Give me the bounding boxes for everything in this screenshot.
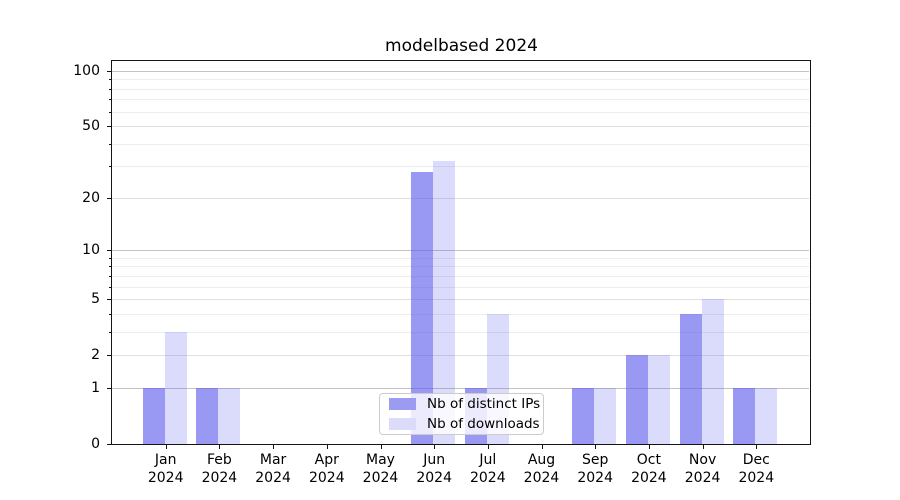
bar-downloads-jan <box>164 331 187 444</box>
gridline-y-100 <box>112 70 809 72</box>
legend-swatch-distinct-ips <box>389 398 416 411</box>
gridline-y-8 <box>112 266 809 268</box>
xtick-label-aug: Aug 2024 <box>523 452 560 486</box>
bar-ips-nov <box>679 313 702 444</box>
gridline-y-7 <box>112 275 809 277</box>
xtick-mark-dec <box>756 445 758 449</box>
bar-ips-jun <box>411 171 434 444</box>
gridline-y-3 <box>112 331 809 333</box>
xtick-label-may: May 2024 <box>362 452 399 486</box>
ytick-label-2: 2 <box>91 347 100 364</box>
bar-downloads-oct <box>647 355 670 444</box>
gridline-y-40 <box>112 143 809 145</box>
xtick-mark-jul <box>487 445 489 449</box>
bar-ips-dec <box>733 387 756 444</box>
gridline-y-90 <box>112 79 809 81</box>
xtick-mark-feb <box>219 445 221 449</box>
bar-ips-jan <box>142 387 165 444</box>
ytick-label-50: 50 <box>82 118 100 134</box>
gridline-y-5 <box>112 299 809 301</box>
xtick-mark-jan <box>165 445 167 449</box>
ytick-minor-mark-40 <box>109 143 112 145</box>
ytick-mark-0 <box>107 444 112 445</box>
gridline-y-4 <box>112 313 809 315</box>
legend: Nb of distinct IPs Nb of downloads <box>379 393 544 435</box>
xtick-mark-aug <box>541 445 543 449</box>
bar-ips-oct <box>625 355 648 444</box>
legend-swatch-downloads <box>389 417 416 430</box>
legend-label-downloads: Nb of downloads <box>427 415 540 432</box>
ytick-mark-2 <box>107 355 112 357</box>
ytick-label-5: 5 <box>91 291 100 308</box>
ytick-minor-mark-8 <box>109 266 112 268</box>
xtick-label-oct: Oct 2024 <box>631 452 667 486</box>
ytick-label-0: 0 <box>91 436 100 452</box>
ytick-minor-mark-80 <box>109 88 112 90</box>
gridline-y-9 <box>112 257 809 259</box>
gridline-y-70 <box>112 99 809 101</box>
bar-ips-feb <box>196 387 219 444</box>
gridline-y-20 <box>112 197 809 199</box>
legend-item-distinct-ips: Nb of distinct IPs <box>380 396 543 413</box>
xtick-mark-oct <box>648 445 650 449</box>
legend-label-distinct-ips: Nb of distinct IPs <box>427 396 541 413</box>
bar-downloads-nov <box>701 299 724 444</box>
xtick-label-feb: Feb 2024 <box>201 452 238 486</box>
xtick-label-dec: Dec 2024 <box>738 452 775 486</box>
xtick-label-apr: Apr 2024 <box>308 452 345 486</box>
xtick-label-jan: Jan 2024 <box>147 452 184 486</box>
chart-title: modelbased 2024 <box>385 36 538 56</box>
ytick-minor-mark-60 <box>109 111 112 113</box>
bar-downloads-sep <box>594 387 617 444</box>
xtick-label-sep: Sep 2024 <box>577 452 613 486</box>
ytick-mark-100 <box>107 70 112 72</box>
xtick-label-nov: Nov 2024 <box>684 452 721 486</box>
xtick-mark-apr <box>326 445 328 449</box>
ytick-label-100: 100 <box>73 62 100 79</box>
xtick-label-mar: Mar 2024 <box>255 452 291 486</box>
xtick-mark-may <box>380 445 382 449</box>
ytick-minor-mark-6 <box>109 286 112 288</box>
gridline-y-10 <box>112 250 809 252</box>
xtick-mark-sep <box>595 445 597 449</box>
ytick-minor-mark-7 <box>109 275 112 277</box>
xtick-mark-nov <box>702 445 704 449</box>
bar-downloads-jun <box>433 161 456 444</box>
gridline-y-6 <box>112 286 809 288</box>
ytick-label-1: 1 <box>91 379 100 396</box>
bar-downloads-feb <box>218 387 241 444</box>
ytick-minor-mark-4 <box>109 313 112 315</box>
gridline-y-1 <box>112 387 809 389</box>
ytick-mark-50 <box>107 126 112 127</box>
gridline-y-50 <box>112 126 809 127</box>
xtick-label-jun: Jun 2024 <box>416 452 452 486</box>
bar-downloads-dec <box>755 387 778 444</box>
gridline-y-2 <box>112 355 809 357</box>
xtick-mark-mar <box>273 445 275 449</box>
legend-item-downloads: Nb of downloads <box>380 416 543 433</box>
gridline-y-60 <box>112 111 809 113</box>
ytick-minor-mark-30 <box>109 166 112 168</box>
gridline-y-30 <box>112 166 809 168</box>
ytick-minor-mark-90 <box>109 79 112 81</box>
bar-ips-sep <box>572 387 595 444</box>
ytick-mark-10 <box>107 250 112 252</box>
xtick-label-jul: Jul 2024 <box>469 452 506 486</box>
ytick-mark-1 <box>107 387 112 389</box>
ytick-minor-mark-9 <box>109 257 112 259</box>
ytick-mark-20 <box>107 197 112 199</box>
ytick-minor-mark-3 <box>109 331 112 333</box>
gridline-y-80 <box>112 88 809 90</box>
ytick-label-20: 20 <box>82 189 100 206</box>
ytick-mark-5 <box>107 299 112 301</box>
xtick-mark-jun <box>434 445 436 449</box>
ytick-minor-mark-70 <box>109 99 112 101</box>
ytick-label-10: 10 <box>82 242 100 259</box>
